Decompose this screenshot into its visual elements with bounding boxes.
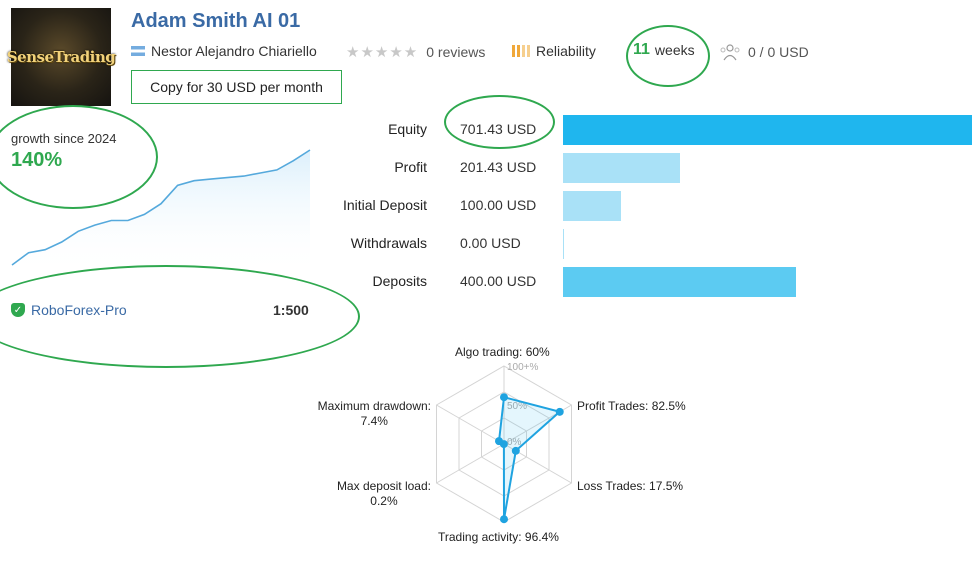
radar-axis-line — [436, 443, 505, 484]
author-row[interactable]: Nestor Alejandro Chiariello — [131, 43, 317, 59]
radar-axis-label: Maximum drawdown: 7.4% — [317, 399, 431, 428]
logo-text: SenseTrading — [6, 48, 116, 66]
radar-tick-label: 100+% — [507, 362, 539, 373]
broker-row[interactable]: ✓ RoboForex-Pro — [11, 302, 127, 318]
author-name[interactable]: Nestor Alejandro Chiariello — [151, 43, 317, 59]
stat-label: Initial Deposit — [342, 197, 427, 213]
radar-point — [500, 393, 508, 402]
stat-value: 701.43 USD — [460, 121, 537, 137]
subscribers-value: 0 / 0 USD — [748, 44, 809, 60]
weeks-number: 11 — [633, 41, 650, 58]
growth-line — [11, 149, 311, 266]
stat-bar — [563, 267, 797, 297]
leverage-value: 1:500 — [273, 302, 309, 318]
verified-shield-icon: ✓ — [11, 303, 25, 317]
copy-subscribe-button[interactable]: Copy for 30 USD per month — [131, 70, 342, 104]
stat-bar — [563, 191, 622, 221]
radar-tick-label: 0% — [507, 437, 522, 448]
argentina-flag-icon — [131, 46, 145, 56]
stat-value: 400.00 USD — [460, 273, 537, 289]
radar-axis-label: Trading activity: 96.4% — [438, 530, 559, 544]
stat-bar — [563, 229, 564, 259]
stat-label: Deposits — [372, 273, 427, 289]
rating-stars-icon: ★★★★★ — [346, 44, 419, 61]
radar-point — [495, 437, 504, 446]
stat-value: 100.00 USD — [460, 197, 537, 213]
stat-bar — [563, 153, 681, 183]
radar-point — [555, 407, 564, 416]
broker-name[interactable]: RoboForex-Pro — [31, 302, 127, 318]
stat-label: Profit — [394, 159, 427, 175]
radar-axis-label: Max deposit load: 0.2% — [336, 479, 431, 508]
radar-tick-label: 50% — [507, 401, 527, 412]
stat-label: Withdrawals — [350, 235, 427, 251]
reliability-row[interactable]: Reliability — [512, 43, 596, 59]
stat-value: 0.00 USD — [460, 235, 521, 251]
signal-title[interactable]: Adam Smith AI 01 — [131, 10, 301, 32]
radar-point — [511, 446, 520, 455]
growth-area — [12, 150, 310, 275]
growth-chart — [11, 149, 311, 275]
reliability-label: Reliability — [536, 43, 596, 59]
radar-chart: 100+% 50% 0% — [436, 362, 572, 524]
stat-bar — [563, 115, 972, 145]
radar-axis-label: Loss Trades: 17.5% — [577, 479, 684, 493]
reviews-count[interactable]: 0 reviews — [426, 44, 486, 60]
weeks-label: weeks — [654, 42, 695, 58]
growth-value: 140% — [11, 149, 63, 171]
stat-value: 201.43 USD — [460, 159, 537, 175]
reviews-row[interactable]: ★★★★★ 0 reviews — [346, 43, 485, 61]
radar-axis-label: Profit Trades: 82.5% — [577, 399, 686, 413]
subscribers-row: 0 / 0 USD — [719, 43, 809, 61]
weeks-row: 11 weeks — [633, 41, 695, 59]
radar-point — [500, 515, 508, 524]
reliability-bars-icon — [512, 45, 530, 57]
trader-logo: SenseTrading — [7, 8, 116, 106]
growth-label: growth since 2024 — [11, 131, 117, 146]
subscribers-icon — [720, 44, 740, 61]
radar-axis-label: Algo trading: 60% — [455, 345, 550, 359]
stat-label: Equity — [388, 121, 427, 137]
radar-axis-line — [436, 404, 505, 445]
